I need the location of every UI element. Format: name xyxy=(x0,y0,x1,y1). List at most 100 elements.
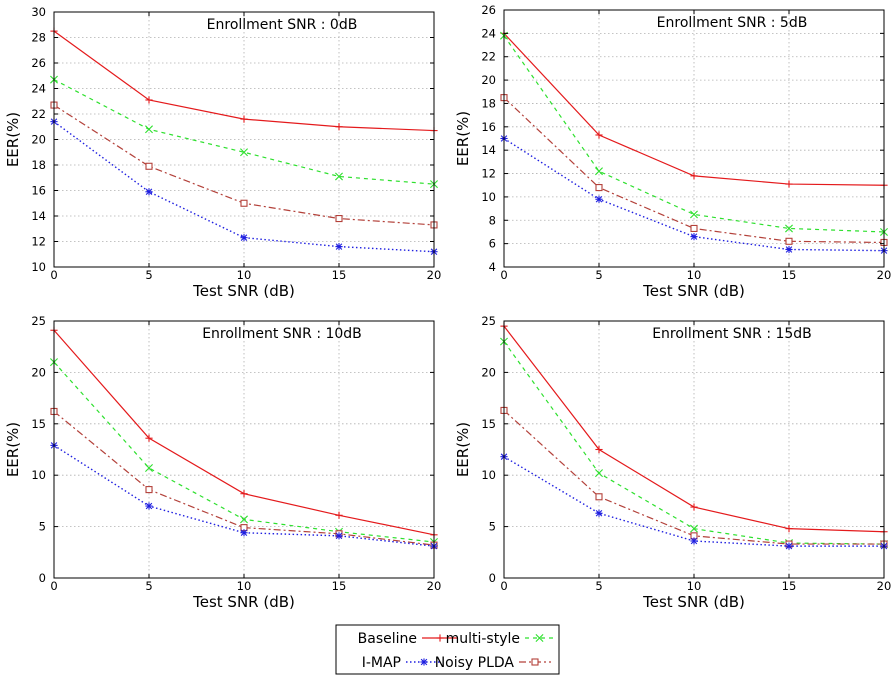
data-point xyxy=(785,237,793,245)
legend-label: multi-style xyxy=(446,631,520,647)
legend-marker xyxy=(420,658,428,666)
y-tick-label: 12 xyxy=(31,235,46,249)
y-axis-label: EER(%) xyxy=(454,111,472,166)
y-tick-label: 18 xyxy=(31,158,46,172)
y-tick-label: 5 xyxy=(39,520,46,534)
y-tick-label: 20 xyxy=(481,73,496,87)
x-axis-label: Test SNR (dB) xyxy=(192,282,295,300)
legend-entry-baseline: Baseline xyxy=(358,631,458,647)
y-tick-label: 14 xyxy=(481,143,496,157)
chart-panel-1: 0 5 10 15 20 10 12 14 16 18 20 22 24 26 28 30 Test SNR (… xyxy=(4,5,441,300)
y-tick-label: 15 xyxy=(481,417,496,431)
data-point xyxy=(690,172,698,180)
legend-entry-noisy-plda: Noisy PLDA xyxy=(435,655,551,671)
x-tick-label: 0 xyxy=(500,579,507,593)
y-tick-label: 30 xyxy=(31,5,46,19)
data-point xyxy=(335,511,343,519)
y-tick-label: 26 xyxy=(31,56,46,70)
legend-marker xyxy=(436,634,444,642)
data-point xyxy=(595,131,603,139)
x-tick-label: 20 xyxy=(877,268,892,282)
x-tick-label: 5 xyxy=(595,268,602,282)
data-point xyxy=(240,199,248,207)
y-tick-label: 24 xyxy=(31,82,46,96)
x-tick-label: 15 xyxy=(332,579,347,593)
enrollment-snr-annotation: Enrollment SNR : 0dB xyxy=(207,17,358,33)
data-point xyxy=(145,434,153,442)
y-tick-label: 6 xyxy=(489,237,496,251)
y-axis-label: EER(%) xyxy=(4,112,22,167)
x-tick-label: 5 xyxy=(145,579,152,593)
data-point xyxy=(240,115,248,123)
enrollment-snr-annotation: Enrollment SNR : 15dB xyxy=(652,326,812,342)
data-point xyxy=(240,148,248,157)
data-point xyxy=(595,445,603,454)
data-point xyxy=(145,188,153,196)
data-point xyxy=(335,172,343,181)
x-axis-label: Test SNR (dB) xyxy=(642,593,745,611)
y-tick-label: 5 xyxy=(489,520,496,534)
data-point xyxy=(145,486,153,494)
y-tick-label: 15 xyxy=(31,417,46,431)
y-axis-label: EER(%) xyxy=(4,422,22,477)
y-tick-label: 20 xyxy=(31,133,46,147)
x-tick-label: 15 xyxy=(782,579,797,593)
y-tick-label: 16 xyxy=(31,184,46,198)
data-point xyxy=(595,184,603,192)
data-point xyxy=(145,502,153,510)
data-point xyxy=(785,224,793,233)
x-tick-label: 10 xyxy=(687,268,702,282)
series-baseline xyxy=(500,29,888,189)
data-point xyxy=(240,490,248,498)
y-tick-label: 12 xyxy=(481,167,496,181)
data-point xyxy=(335,243,343,251)
y-tick-label: 24 xyxy=(481,26,496,40)
x-tick-label: 20 xyxy=(427,579,442,593)
x-tick-label: 0 xyxy=(50,268,57,282)
grid xyxy=(54,321,434,578)
x-tick-label: 15 xyxy=(332,268,347,282)
y-tick-label: 10 xyxy=(481,190,496,204)
x-tick-label: 5 xyxy=(595,579,602,593)
y-tick-label: 0 xyxy=(489,571,496,585)
data-point xyxy=(595,167,603,176)
y-tick-label: 10 xyxy=(481,468,496,482)
data-point xyxy=(595,195,603,203)
legend-entry-multi-style: multi-style xyxy=(446,631,554,647)
data-point xyxy=(690,210,698,219)
data-point xyxy=(145,96,153,104)
legend-label: Noisy PLDA xyxy=(435,655,515,671)
data-point xyxy=(690,503,698,511)
x-tick-label: 0 xyxy=(500,268,507,282)
legend-marker xyxy=(535,634,544,642)
data-point xyxy=(785,245,793,254)
data-point xyxy=(240,529,248,537)
y-tick-label: 25 xyxy=(31,314,46,328)
data-point xyxy=(240,234,248,242)
data-point xyxy=(335,215,343,223)
x-tick-label: 10 xyxy=(687,579,702,593)
y-tick-label: 18 xyxy=(481,96,496,110)
data-point xyxy=(690,233,698,241)
y-tick-label: 26 xyxy=(481,3,496,17)
y-tick-label: 28 xyxy=(31,31,46,45)
x-tick-label: 10 xyxy=(237,268,252,282)
data-point xyxy=(690,224,698,232)
data-point xyxy=(785,542,793,550)
axis-ticks: 0 5 10 15 20 4 6 8 10 12 14 16 18 20 22 24 26 xyxy=(481,3,891,282)
data-point xyxy=(240,515,248,524)
axis-ticks: 0 5 10 15 20 10 12 14 16 18 20 22 24 26 28 30 xyxy=(31,5,441,282)
chart-panel-4: 0 5 10 15 20 0 5 10 15 20 25 Test SNR (dB) EER(%) Enr… xyxy=(454,314,891,611)
y-tick-label: 22 xyxy=(31,107,46,121)
data-point xyxy=(595,493,603,501)
y-tick-label: 22 xyxy=(481,50,496,64)
data-point xyxy=(145,125,153,134)
axis-ticks: 0 5 10 15 20 0 5 10 15 20 25 xyxy=(31,314,441,593)
x-tick-label: 5 xyxy=(145,268,152,282)
legend-marker xyxy=(531,658,539,666)
data-point xyxy=(595,469,603,478)
x-tick-label: 15 xyxy=(782,268,797,282)
data-point xyxy=(690,524,698,533)
enrollment-snr-annotation: Enrollment SNR : 5dB xyxy=(657,15,808,31)
legend-label: I-MAP xyxy=(362,655,401,671)
